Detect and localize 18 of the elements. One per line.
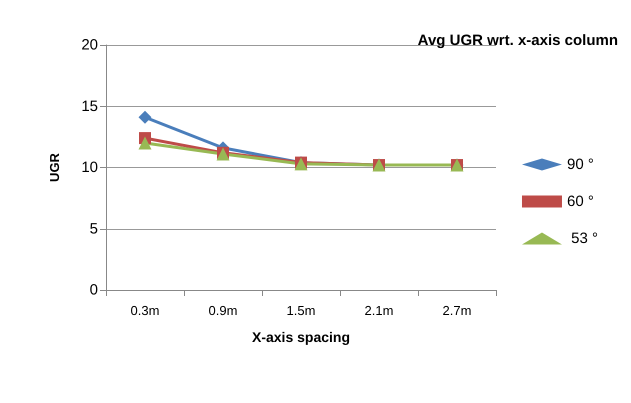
- y-tick-label: 20: [81, 36, 98, 54]
- y-tick-label: 0: [90, 282, 98, 298]
- point: [138, 136, 152, 150]
- y-tick-label: 5: [90, 220, 98, 238]
- legend-label: 90 °: [566, 156, 594, 173]
- x-tick-label: 1.5m: [286, 303, 316, 318]
- y-tick-label: 10: [81, 159, 98, 176]
- x-tick-label: 2.1m: [364, 303, 394, 318]
- x-tick-label: 0.9m: [208, 303, 238, 318]
- chart-title: Avg UGR wrt. x-axis column: [418, 32, 618, 49]
- point: [138, 110, 152, 124]
- x-tick-label: 2.7m: [442, 303, 472, 318]
- y-tick-label: 15: [81, 98, 98, 115]
- y-axis-title: UGR: [47, 152, 62, 182]
- legend-label: 60 °: [566, 193, 594, 210]
- x-tick-label: 0.3m: [130, 303, 160, 318]
- x-axis-title: X-axis spacing: [252, 329, 350, 345]
- legend-label: 53 °: [566, 230, 598, 247]
